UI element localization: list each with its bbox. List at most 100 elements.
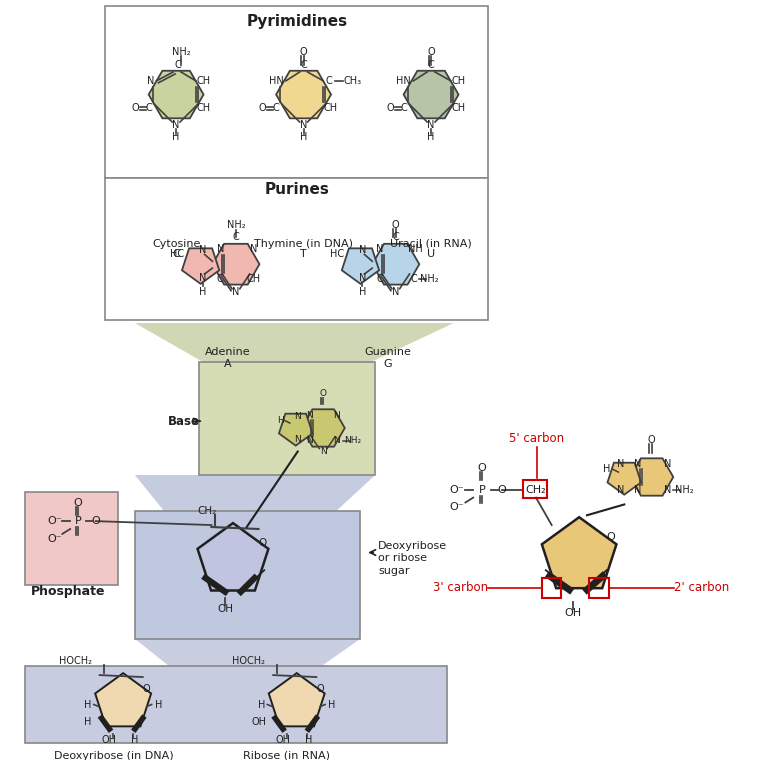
Text: CH: CH	[452, 103, 465, 113]
Text: H: H	[603, 464, 611, 474]
FancyBboxPatch shape	[105, 178, 488, 320]
Text: H: H	[276, 416, 283, 425]
Text: HC: HC	[170, 249, 184, 259]
Text: sugar: sugar	[378, 566, 409, 576]
Text: O: O	[259, 103, 266, 113]
Text: N: N	[294, 435, 301, 445]
Text: O: O	[131, 103, 139, 113]
Text: H: H	[155, 699, 162, 710]
Text: G: G	[383, 359, 392, 369]
Polygon shape	[342, 249, 379, 283]
Text: O: O	[74, 499, 82, 508]
FancyBboxPatch shape	[105, 6, 488, 178]
Text: O: O	[258, 538, 266, 548]
Polygon shape	[182, 249, 220, 283]
Text: N: N	[199, 273, 207, 283]
Text: N: N	[359, 245, 366, 255]
Text: Purines: Purines	[264, 182, 329, 197]
Text: OH: OH	[564, 608, 582, 619]
Text: O: O	[478, 463, 486, 473]
Text: C: C	[410, 274, 417, 284]
Text: T: T	[300, 249, 307, 259]
Text: NH₂: NH₂	[675, 485, 694, 495]
Text: N: N	[306, 410, 313, 420]
FancyBboxPatch shape	[135, 511, 360, 639]
Text: 3' carbon: 3' carbon	[433, 581, 488, 594]
Text: O: O	[606, 532, 615, 542]
Text: C: C	[376, 274, 383, 284]
Text: N: N	[664, 459, 671, 469]
Polygon shape	[404, 71, 458, 119]
Text: Ribose (in RNA): Ribose (in RNA)	[243, 751, 330, 760]
Text: or ribose: or ribose	[378, 553, 427, 563]
Text: N: N	[664, 485, 671, 495]
Text: P: P	[478, 485, 485, 495]
Text: O⁻: O⁻	[47, 534, 61, 544]
Polygon shape	[149, 71, 204, 119]
Polygon shape	[607, 463, 641, 495]
Text: H: H	[359, 287, 366, 296]
Text: NH: NH	[408, 245, 422, 255]
Text: Cytosine: Cytosine	[152, 239, 200, 249]
Text: C: C	[326, 76, 333, 86]
Text: U: U	[427, 249, 435, 259]
Text: N: N	[634, 485, 642, 495]
Text: CH: CH	[197, 76, 210, 86]
Text: C: C	[233, 232, 240, 242]
Text: N: N	[392, 287, 399, 296]
Text: N: N	[232, 287, 240, 296]
Text: HN: HN	[396, 76, 411, 86]
Text: N: N	[617, 485, 624, 495]
Text: C: C	[172, 249, 180, 259]
Text: N: N	[300, 120, 307, 130]
Text: OH: OH	[252, 717, 267, 727]
Text: H: H	[258, 699, 265, 710]
Text: Guanine: Guanine	[365, 347, 412, 357]
Text: C: C	[145, 103, 152, 113]
Text: O: O	[648, 435, 656, 445]
Text: Deoxyribose (in DNA): Deoxyribose (in DNA)	[54, 751, 173, 760]
Text: N: N	[634, 459, 642, 469]
Text: Adenine: Adenine	[205, 347, 251, 357]
Text: NH₂: NH₂	[420, 274, 439, 284]
Text: N: N	[359, 273, 366, 283]
Text: 2' carbon: 2' carbon	[674, 581, 730, 594]
Text: N: N	[333, 436, 340, 445]
Text: NH₂: NH₂	[172, 47, 190, 58]
Polygon shape	[542, 518, 617, 588]
Polygon shape	[372, 244, 419, 284]
Text: N: N	[172, 120, 180, 130]
Text: NH₂: NH₂	[344, 436, 361, 445]
Text: C: C	[400, 103, 407, 113]
Text: H: H	[84, 699, 91, 710]
Polygon shape	[135, 639, 360, 667]
Text: N: N	[217, 245, 224, 255]
Polygon shape	[95, 673, 151, 727]
Text: H: H	[305, 735, 312, 745]
Text: O: O	[91, 516, 100, 526]
Text: H: H	[131, 735, 138, 745]
Text: N: N	[427, 120, 435, 130]
Text: P: P	[74, 516, 81, 526]
Text: H: H	[199, 287, 207, 296]
Polygon shape	[197, 523, 269, 591]
Polygon shape	[269, 673, 325, 727]
Text: O⁻: O⁻	[47, 516, 61, 526]
Text: HOCH₂: HOCH₂	[59, 657, 91, 667]
Text: N: N	[199, 245, 207, 255]
Polygon shape	[279, 413, 313, 445]
Polygon shape	[213, 244, 260, 284]
Text: N: N	[306, 436, 313, 445]
Text: A: A	[224, 359, 232, 369]
Text: CH: CH	[452, 76, 465, 86]
Text: CH: CH	[247, 274, 260, 284]
Text: HOCH₂: HOCH₂	[233, 657, 265, 667]
Text: CH₃: CH₃	[343, 76, 362, 86]
Text: Phosphate: Phosphate	[31, 585, 105, 598]
Text: N: N	[147, 76, 154, 86]
Text: O⁻: O⁻	[449, 485, 464, 495]
Text: N: N	[333, 410, 340, 420]
Text: N: N	[376, 245, 384, 255]
Text: OH: OH	[217, 604, 233, 614]
Text: C: C	[392, 232, 399, 242]
